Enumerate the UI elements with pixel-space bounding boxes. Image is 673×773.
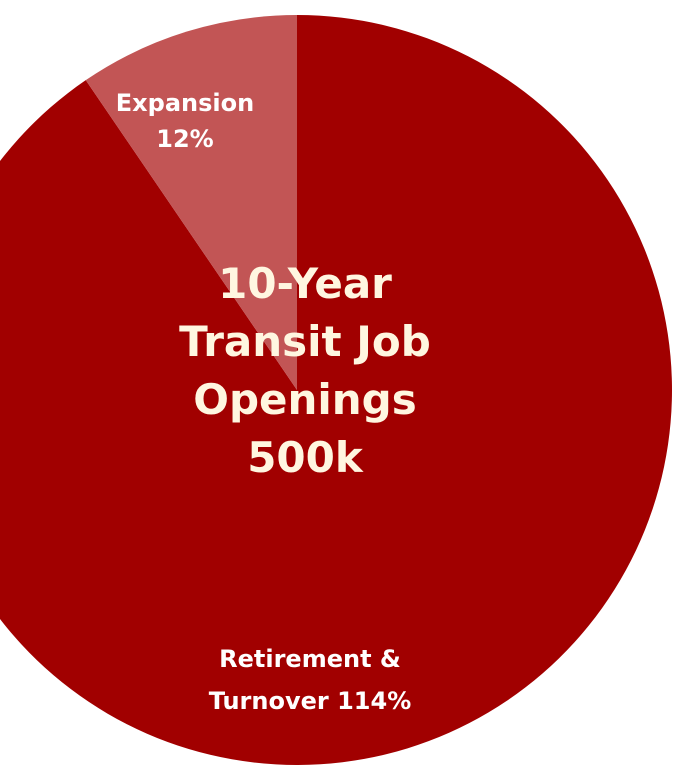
pie-slice <box>0 15 672 765</box>
slice-name: Retirement & Turnover <box>208 645 401 715</box>
chart-subtitle: 500k <box>247 433 363 482</box>
slice-name: Expansion <box>115 89 255 117</box>
slice-label: Retirement & Turnover 114% <box>180 638 440 722</box>
slice-value: 12% <box>156 125 214 153</box>
pie-slice <box>85 15 297 390</box>
center-label: 10-Year Transit Job Openings 500k <box>170 255 440 487</box>
chart-title: 10-Year Transit Job Openings <box>179 259 431 424</box>
slice-label: Expansion 12% <box>110 85 260 157</box>
slice-value: 114% <box>337 687 412 715</box>
